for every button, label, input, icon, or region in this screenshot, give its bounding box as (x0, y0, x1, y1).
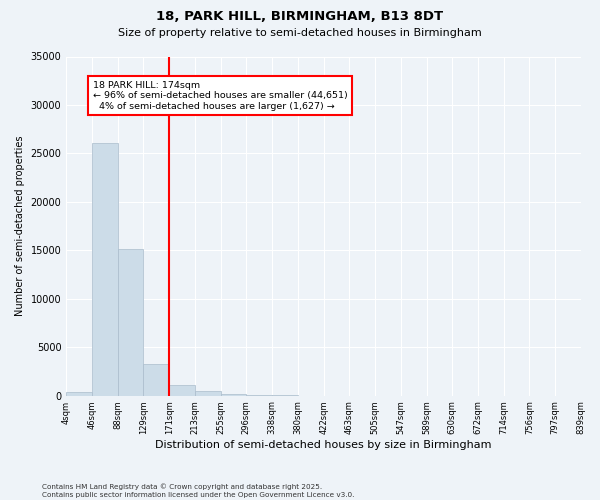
Bar (66, 392, 92, 396)
Y-axis label: Number of semi-detached properties: Number of semi-detached properties (15, 136, 25, 316)
Text: 18 PARK HILL: 174sqm
← 96% of semi-detached houses are smaller (44,651)
  4% of : 18 PARK HILL: 174sqm ← 96% of semi-detac… (93, 80, 347, 110)
Bar (118, 250, 143, 396)
Bar (143, 364, 169, 396)
Text: Contains HM Land Registry data © Crown copyright and database right 2025.
Contai: Contains HM Land Registry data © Crown c… (42, 484, 355, 498)
Bar (169, 386, 195, 396)
Text: Size of property relative to semi-detached houses in Birmingham: Size of property relative to semi-detach… (118, 28, 482, 38)
X-axis label: Distribution of semi-detached houses by size in Birmingham: Distribution of semi-detached houses by … (155, 440, 491, 450)
Bar (92, 142, 118, 396)
Text: 18, PARK HILL, BIRMINGHAM, B13 8DT: 18, PARK HILL, BIRMINGHAM, B13 8DT (157, 10, 443, 23)
Bar (195, 391, 221, 396)
Bar (221, 394, 246, 396)
